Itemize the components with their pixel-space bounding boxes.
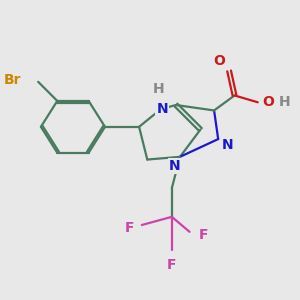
Text: H: H: [279, 95, 291, 109]
Text: Br: Br: [4, 74, 21, 88]
Text: H: H: [154, 82, 165, 96]
Text: N: N: [169, 159, 180, 173]
Text: O: O: [214, 54, 226, 68]
Text: F: F: [198, 227, 208, 242]
Text: F: F: [125, 221, 134, 235]
Text: H: H: [152, 82, 164, 96]
Text: F: F: [167, 257, 177, 272]
Text: O: O: [263, 95, 274, 109]
Text: N: N: [157, 102, 168, 116]
Text: N: N: [222, 137, 233, 152]
